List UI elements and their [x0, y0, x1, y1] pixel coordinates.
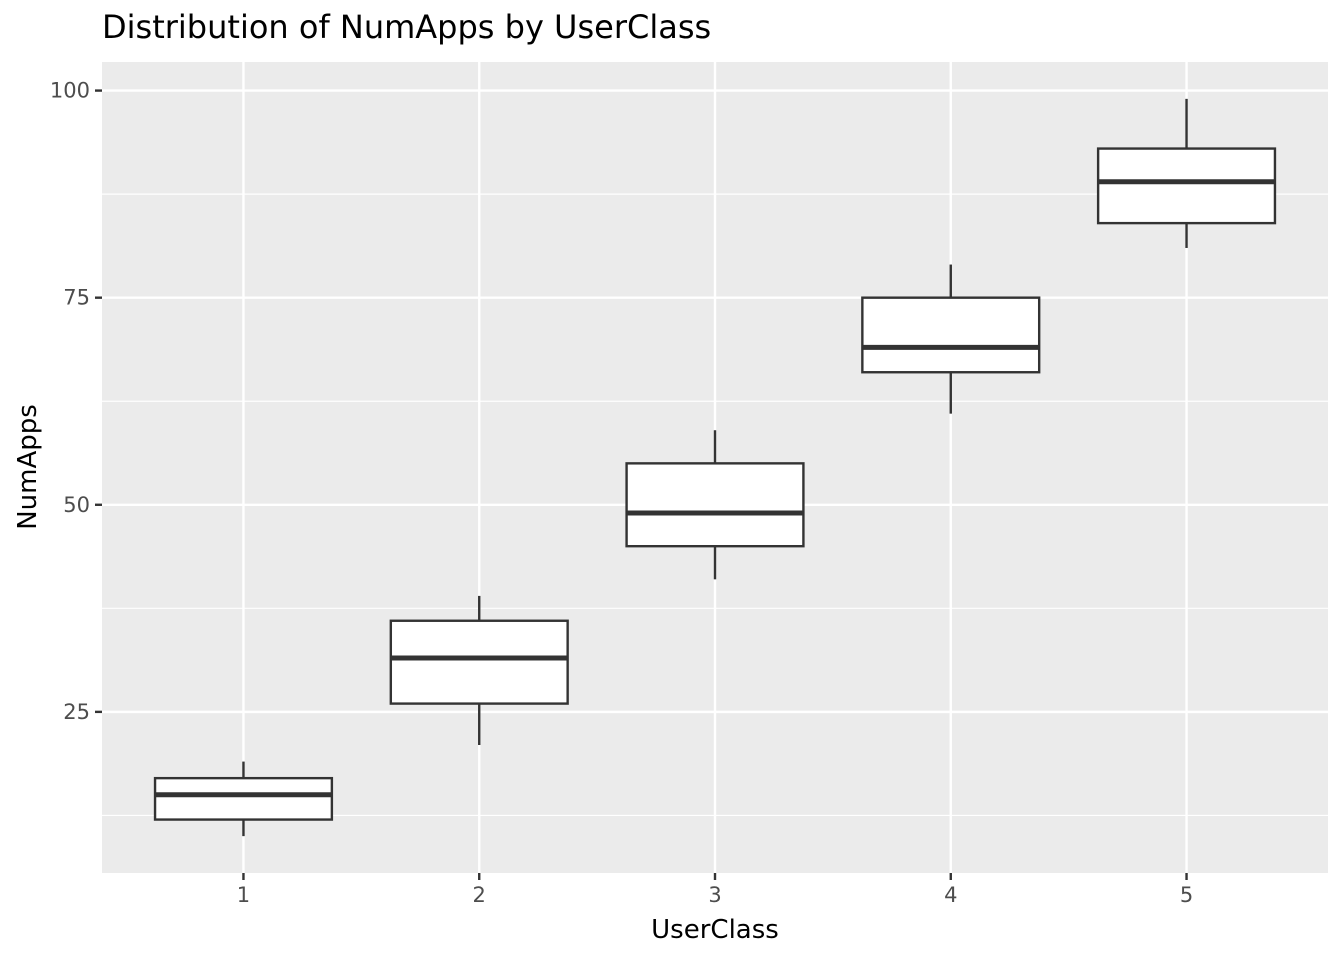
y-tick-label: 25 — [63, 700, 90, 724]
box-iqr — [153, 776, 334, 821]
box-iqr — [1096, 147, 1277, 225]
x-tick-label: 3 — [708, 883, 721, 907]
y-tick-label: 75 — [63, 286, 90, 310]
x-tick-label: 2 — [473, 883, 486, 907]
box-5 — [1096, 98, 1277, 248]
box-3 — [625, 430, 805, 580]
box-iqr — [861, 296, 1041, 374]
x-axis: 1 2 3 4 5 — [237, 873, 1193, 907]
x-tick-label: 4 — [944, 883, 957, 907]
box-1 — [153, 761, 334, 837]
x-axis-title: UserClass — [651, 915, 779, 945]
box-iqr — [389, 619, 569, 705]
x-tick-label: 5 — [1180, 883, 1193, 907]
y-axis: 25 50 75 100 — [50, 79, 102, 724]
y-axis-title: NumApps — [13, 404, 43, 530]
x-tick-label: 1 — [237, 883, 250, 907]
y-tick-label: 100 — [50, 79, 90, 103]
box-2 — [389, 595, 569, 746]
chart-title: Distribution of NumApps by UserClass — [102, 8, 711, 46]
box-series — [153, 98, 1277, 837]
y-tick-label: 50 — [63, 493, 90, 517]
box-4 — [861, 264, 1041, 414]
box-iqr — [625, 462, 805, 548]
